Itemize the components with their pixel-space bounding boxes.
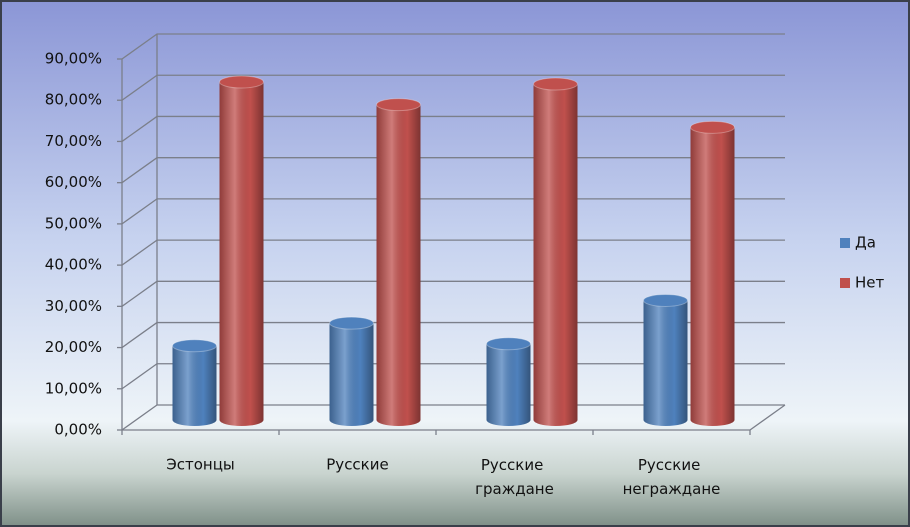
bar-top	[643, 293, 688, 307]
bar-top	[533, 77, 578, 91]
x-tick-label: Русские неграждане	[623, 456, 721, 498]
y-tick-label: 40,00%	[45, 256, 102, 274]
legend-swatch	[840, 278, 850, 288]
bar-shading	[643, 300, 688, 426]
y-tick-label: 90,00%	[45, 50, 102, 68]
grid-line	[121, 33, 785, 60]
bar-shading	[376, 104, 421, 427]
y-tick-label: 70,00%	[45, 132, 102, 150]
x-tick-label: Эстонцы	[166, 456, 235, 474]
bar-top	[486, 337, 531, 351]
y-tick-label: 10,00%	[45, 379, 102, 397]
bar-shading	[486, 343, 531, 426]
bar-top	[690, 120, 735, 134]
bar-top	[219, 75, 264, 89]
x-tick-label: Русские граждане	[475, 456, 554, 498]
bar-top	[329, 316, 374, 330]
bar-shading	[329, 323, 374, 426]
legend-label: Нет	[855, 274, 885, 292]
y-tick-label: 50,00%	[45, 214, 102, 232]
legend-swatch	[840, 238, 850, 248]
y-tick-label: 20,00%	[45, 338, 102, 356]
grid-line	[121, 74, 785, 101]
bar-top	[172, 339, 217, 353]
y-tick-label: 0,00%	[54, 421, 102, 439]
y-tick-label: 60,00%	[45, 173, 102, 191]
bar-shading	[172, 345, 217, 426]
y-tick-label: 30,00%	[45, 297, 102, 315]
legend-label: Да	[855, 234, 876, 252]
y-tick-label: 80,00%	[45, 91, 102, 109]
bar-shading	[219, 81, 264, 426]
bar-shading	[533, 84, 578, 427]
bar-shading	[690, 127, 735, 427]
bar-top	[376, 98, 421, 112]
x-tick-label: Русские	[326, 456, 388, 474]
